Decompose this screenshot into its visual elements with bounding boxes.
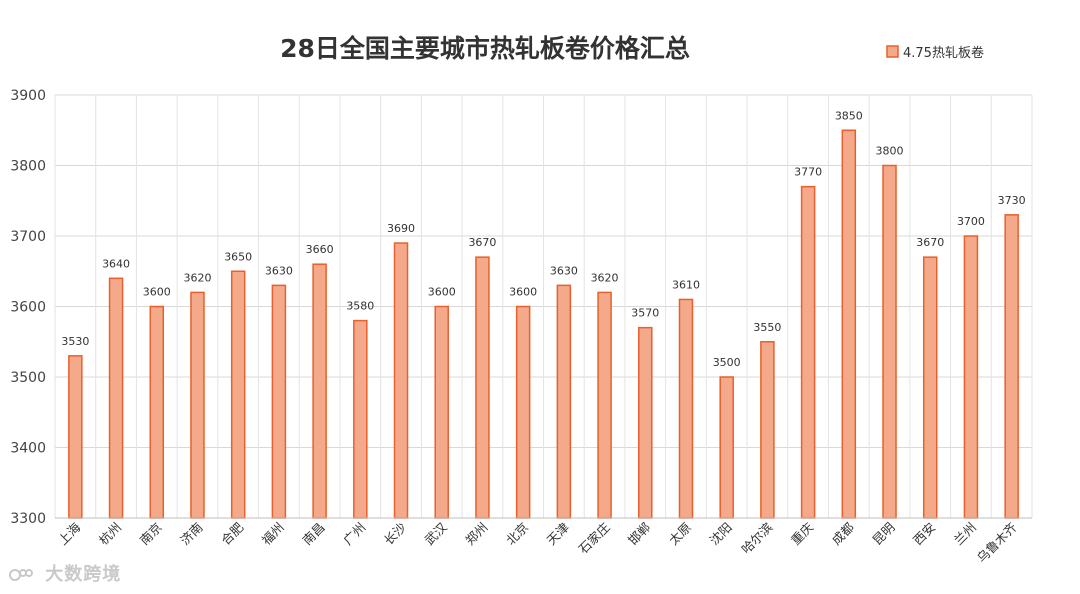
bar [1004,214,1019,519]
data-label: 3660 [306,243,334,256]
data-label: 3600 [509,286,537,299]
y-axis: 3300 3400 3500 3600 3700 3800 3900 [10,88,46,527]
data-label: 3580 [346,300,374,313]
watermark: 大数跨境 [8,560,121,586]
data-label: 3800 [876,145,904,158]
y-tick-label: 3900 [10,88,46,104]
data-label: 3630 [265,264,293,277]
x-tick-label: 天津 [544,520,572,548]
x-tick-label: 石家庄 [576,520,613,557]
data-label: 3600 [143,286,171,299]
bar [475,256,490,519]
legend: 4.75热轧板卷 [886,45,984,61]
x-tick-label: 南昌 [299,520,327,548]
x-tick-label: 沈阳 [707,520,735,548]
gridlines [54,94,1033,519]
x-tick-label: 郑州 [462,520,490,548]
x-tick-label: 兰州 [951,520,979,548]
data-label: 3610 [672,278,700,291]
x-tick-label: 广州 [340,520,368,548]
data-label: 3770 [794,166,822,179]
bar [556,284,572,519]
data-label: 3550 [753,321,781,334]
bar [678,298,694,519]
x-tick-label: 重庆 [788,519,817,548]
x-tick-label: 哈尔滨 [738,519,775,556]
y-tick-label: 3300 [10,511,46,527]
bar [882,164,897,519]
y-tick-label: 3800 [10,159,46,175]
data-label: 3630 [550,264,578,277]
bar [800,185,816,519]
watermark-text: 大数跨境 [45,564,122,585]
x-tick-label: 乌鲁木齐 [974,519,1020,565]
bar [841,129,857,519]
x-tick-label: 邯郸 [625,520,653,548]
x-tick-label: 北京 [503,520,531,548]
x-tick-label: 长沙 [381,519,410,548]
data-label: 3530 [61,335,89,348]
data-label: 3620 [183,271,211,284]
x-tick-label: 南京 [137,520,165,548]
bar [68,355,83,519]
x-tick-label: 济南 [177,520,205,548]
x-tick-label: 太原 [666,520,694,548]
bar [149,305,165,519]
bar [312,263,327,519]
bar [393,242,409,519]
bar [963,235,979,519]
x-tick-label: 成都 [829,519,858,548]
data-labels: 3530 3640 3600 3620 3650 3630 3660 3580 3690 3600… [61,109,1025,369]
data-label: 3670 [468,236,496,249]
bar [230,270,246,519]
x-tick-label: 杭州 [96,520,124,548]
bar [515,305,531,519]
x-tick-label: 合肥 [218,519,247,548]
bar [922,256,938,519]
bars [68,129,1019,519]
data-label: 3620 [591,271,619,284]
data-label: 3570 [631,307,659,320]
bar [638,326,653,519]
bar [434,305,449,519]
data-label: 3600 [428,286,456,299]
legend-swatch [886,45,899,58]
bar [719,376,734,519]
bar [190,291,205,519]
x-tick-label: 昆明 [869,520,897,548]
bar [108,277,124,519]
x-axis: 上海 杭州 南京 济南 合肥 福州 南昌 广州 长沙 武汉 郑州 北京 天津 石家庄 邯郸 太原 沈阳 哈尔滨 重庆… [55,517,1032,565]
data-label: 3690 [387,222,415,235]
bar [597,291,612,519]
x-tick-label: 上海 [55,519,84,548]
x-tick-label: 福州 [259,520,287,548]
data-label: 3730 [998,194,1026,207]
data-label: 3500 [713,356,741,369]
chart-title: 28日全国主要城市热轧板卷价格汇总 [280,34,690,63]
bar [271,284,287,519]
data-label: 3850 [835,109,863,122]
legend-label-series-1: 4.75热轧板卷 [903,45,984,61]
brand-logo-icon [9,569,33,581]
data-label: 3670 [916,236,944,249]
y-tick-label: 3500 [10,370,46,386]
y-tick-label: 3600 [10,300,46,316]
bar [760,341,775,519]
data-label: 3700 [957,215,985,228]
data-label: 3640 [102,257,130,270]
y-tick-label: 3700 [10,229,46,245]
y-tick-label: 3400 [10,441,46,457]
data-label: 3650 [224,250,252,263]
x-tick-label: 武汉 [422,519,451,548]
x-tick-label: 西安 [910,520,938,548]
bar [353,319,368,519]
